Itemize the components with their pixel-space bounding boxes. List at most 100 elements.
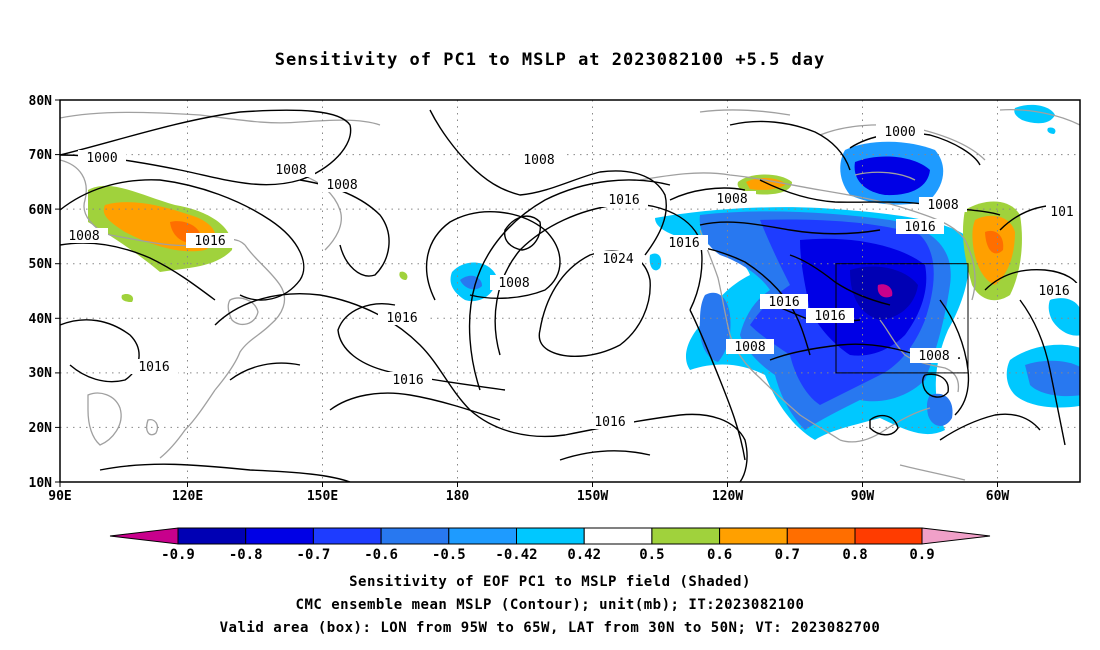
contour-label-8: 1016	[586, 414, 634, 430]
contour-label-1: 1000	[78, 150, 126, 166]
contour-label: 1016	[768, 295, 799, 310]
contour-label-25: 1016	[130, 359, 178, 375]
contour-label-14: 1016	[760, 294, 808, 310]
lon-label: 150E	[307, 489, 338, 504]
lat-label: 70N	[29, 148, 53, 163]
sensitivity-shading	[88, 104, 1080, 440]
contour-label-20: 1000	[876, 124, 924, 140]
colorbar-tick-label: 0.5	[639, 547, 664, 563]
contour-label-15: 1016	[806, 308, 854, 324]
contour-label: 1016	[904, 220, 935, 235]
contour-label: 1008	[326, 178, 357, 193]
colorbar	[109, 527, 991, 545]
footer-line-2: CMC ensemble mean MSLP (Contour); unit(m…	[295, 597, 805, 613]
map-frame	[59, 99, 1081, 483]
colorbar-bin	[786, 527, 856, 545]
negative-region-atlantic-ne	[1048, 298, 1080, 336]
positive-region-atlantic-peak	[985, 230, 1004, 254]
contour-label: 1008	[68, 229, 99, 244]
lat-label: 40N	[29, 312, 53, 327]
colorbar-tick-label: -0.9	[161, 547, 195, 563]
colorbar-bin	[245, 527, 314, 545]
contour-label: 1024	[602, 252, 633, 267]
lon-label: 120E	[172, 489, 203, 504]
negative-region-caribbean	[926, 393, 953, 426]
contour-label: 1016	[594, 415, 625, 430]
contour-label: 101	[1050, 205, 1073, 220]
colorbar-tick-label: 0.9	[909, 547, 934, 563]
contour-label-21: 1008	[919, 197, 967, 213]
contour-label: 1008	[275, 163, 306, 178]
contour-label: 1008	[927, 198, 958, 213]
colorbar-bin	[516, 527, 585, 545]
contour-label: 1008	[734, 340, 765, 355]
longitude-labels: 90E 120E 150E 180 150W 120W 90W 60W	[48, 489, 1009, 504]
colorbar-tick-label: -0.7	[297, 547, 331, 563]
colorbar-tick-label: -0.5	[432, 547, 466, 563]
latitude-labels: 80N 70N 60N 50N 40N 30N 20N 10N	[29, 94, 53, 491]
lon-label: 90E	[48, 489, 71, 504]
contour-label-layer: 1000 1008 1008 1008 1016 1016 1016 1016 …	[60, 124, 1080, 430]
contour-label: 1016	[392, 373, 423, 388]
contour-label-5: 1016	[186, 233, 234, 249]
colorbar-low-extend	[109, 527, 179, 545]
contour-label: 1016	[1038, 284, 1069, 299]
footer-line-3: Valid area (box): LON from 95W to 65W, L…	[219, 620, 881, 636]
contour-label-16: 1016	[896, 219, 944, 235]
contour-label-9: 1024	[594, 251, 642, 267]
lon-label: 180	[446, 489, 470, 504]
lat-label: 60N	[29, 203, 53, 218]
lon-label: 120W	[712, 489, 743, 504]
contour-label-18: 1008	[910, 348, 958, 364]
colorbar-tick-label: 0.8	[842, 547, 867, 563]
contour-label: 1016	[194, 234, 225, 249]
colorbar-tick-label: -0.8	[229, 547, 263, 563]
contour-label-17: 1008	[726, 339, 774, 355]
contour-label-12: 1016	[660, 235, 708, 251]
contour-label: 1008	[498, 276, 529, 291]
lon-label: 60W	[986, 489, 1010, 504]
lat-label: 10N	[29, 476, 53, 491]
lat-label: 20N	[29, 421, 53, 436]
contour-label: 1008	[523, 153, 554, 168]
contour-label-3: 1008	[318, 177, 366, 193]
negative-region-west-coast	[699, 292, 731, 362]
contour-label: 1008	[716, 192, 747, 207]
contour-label-24: 1008	[708, 191, 756, 207]
colorbar-tick-label: 0.6	[707, 547, 732, 563]
negative-dot-arctic	[1047, 127, 1056, 134]
contour-label-2: 1008	[267, 162, 315, 178]
contour-label: 1016	[138, 360, 169, 375]
colorbar-bin	[651, 527, 721, 545]
negative-region-mid-pacific	[649, 253, 662, 271]
contour-label: 1016	[814, 309, 845, 324]
contour-label: 1008	[918, 349, 949, 364]
contour-label: 1000	[884, 125, 915, 140]
colorbar-labels: -0.9 -0.8 -0.7 -0.6 -0.5 -0.42 0.42 0.5 …	[161, 547, 935, 563]
graticule	[60, 100, 1080, 482]
lat-label: 50N	[29, 257, 53, 272]
positive-dot-pacific	[399, 271, 408, 280]
footer-line-1: Sensitivity of EOF PC1 to MSLP field (Sh…	[349, 574, 751, 590]
contour-label-4: 1008	[60, 228, 108, 244]
lon-label: 90W	[851, 489, 875, 504]
lat-label: 30N	[29, 366, 53, 381]
colorbar-bin	[719, 527, 788, 545]
contour-label-11: 1008	[515, 152, 563, 168]
colorbar-tick-label: 0.42	[567, 547, 601, 563]
contour-label-23: 101	[1046, 204, 1080, 220]
contour-label-13: 1008	[490, 275, 538, 291]
colorbar-bin	[448, 527, 517, 545]
contour-label: 1016	[386, 311, 417, 326]
colorbar-tick-label: -0.6	[364, 547, 398, 563]
contour-label-7: 1016	[384, 372, 432, 388]
negative-region-atlantic-east-core	[1025, 360, 1080, 397]
colorbar-bin	[854, 527, 923, 545]
contour-label-19: 1016	[1030, 283, 1080, 299]
colorbar-high-extend	[921, 527, 991, 545]
lon-label: 150W	[577, 489, 608, 504]
negative-region-canada-core	[854, 156, 930, 196]
contour-label: 1000	[86, 151, 117, 166]
contour-label: 1016	[668, 236, 699, 251]
